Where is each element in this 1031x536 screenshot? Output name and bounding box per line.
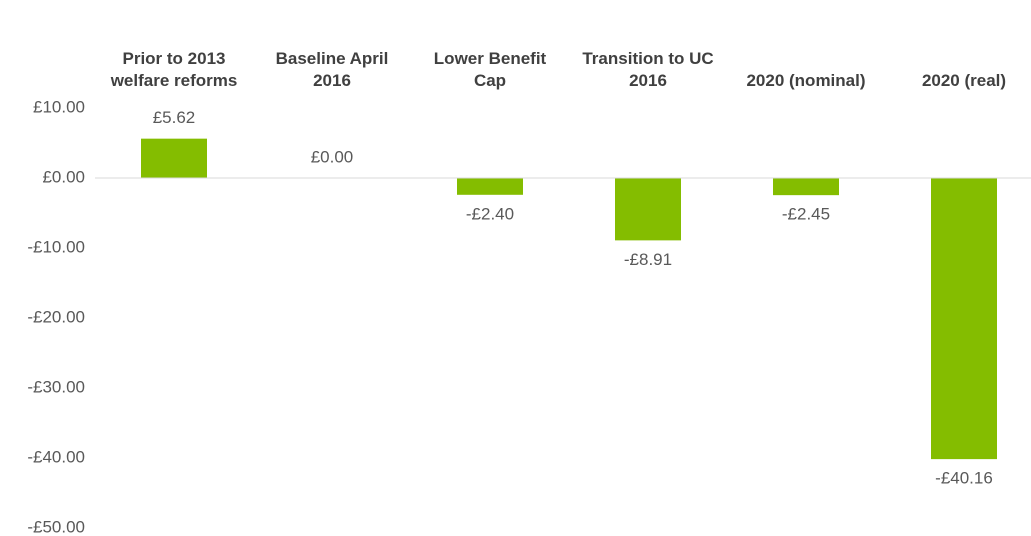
value-label: -£8.91 [624,250,672,269]
value-label: £0.00 [311,147,354,166]
y-tick-label: -£20.00 [27,307,85,326]
y-tick-label: £0.00 [42,167,85,186]
y-tick-label: -£50.00 [27,517,85,536]
y-tick-label: -£30.00 [27,377,85,396]
category-label: Lower Benefit Cap [433,49,547,90]
y-tick-label: £10.00 [33,97,85,116]
bar [141,138,207,178]
value-label: -£40.16 [935,469,993,488]
category-label: Baseline April 2016 [275,49,389,90]
value-label: £5.62 [153,108,196,127]
value-label: -£2.40 [466,204,514,223]
y-tick-label: -£10.00 [27,237,85,256]
bar [773,178,839,196]
category-label: Prior to 2013 welfare reforms [110,49,238,90]
y-tick-label: -£40.00 [27,447,85,466]
bar [457,178,523,195]
value-label: -£2.45 [782,205,830,224]
category-label: 2020 (real) [921,71,1007,90]
category-label: 2020 (nominal) [746,71,866,90]
bar [931,178,997,460]
category-label: Transition to UC 2016 [582,49,714,90]
bar [615,178,681,241]
